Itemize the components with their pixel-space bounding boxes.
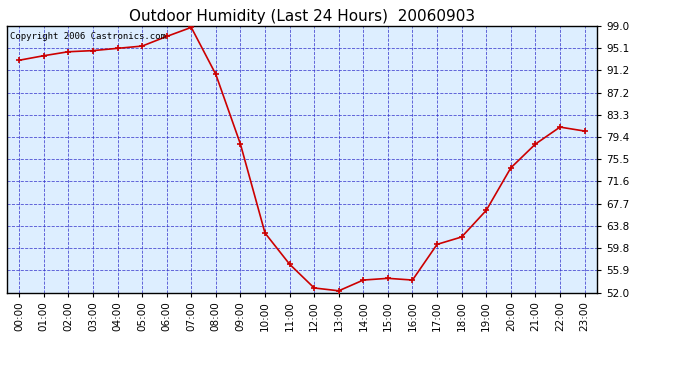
Title: Outdoor Humidity (Last 24 Hours)  20060903: Outdoor Humidity (Last 24 Hours) 2006090… [129, 9, 475, 24]
Text: Copyright 2006 Castronics.com: Copyright 2006 Castronics.com [10, 32, 166, 40]
